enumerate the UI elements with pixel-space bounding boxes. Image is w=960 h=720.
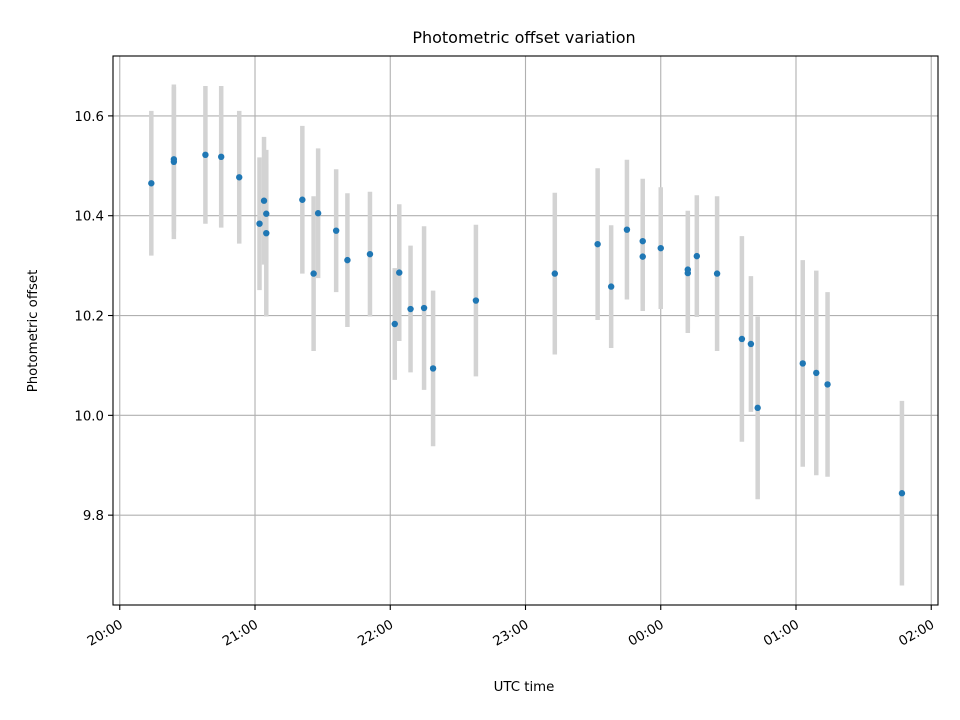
y-tick-label: 9.8 xyxy=(83,509,104,524)
data-point xyxy=(170,156,178,163)
data-point xyxy=(898,490,906,497)
data-point xyxy=(824,381,831,388)
x-axis-ticks: 20:00 21:00 22:00 23:00 00:00 01:00 02:00 xyxy=(85,605,937,650)
data-point xyxy=(639,237,646,245)
y-axis-ticks: 9.8 10.0 10.2 10.4 10.6 xyxy=(74,110,113,524)
data-point xyxy=(713,270,721,277)
x-tick-label: 21:00 xyxy=(220,617,261,649)
y-tick-label: 10.6 xyxy=(74,110,104,125)
data-point xyxy=(260,197,268,204)
data-point xyxy=(639,253,646,260)
data-point xyxy=(754,404,761,412)
chart-title: Photometric offset variation xyxy=(412,28,635,47)
data-point xyxy=(594,240,601,248)
y-tick-label: 10.0 xyxy=(74,409,104,424)
data-point xyxy=(657,244,664,252)
data-point xyxy=(263,210,270,217)
x-tick-label: 23:00 xyxy=(491,617,532,649)
data-point xyxy=(429,365,437,372)
data-point xyxy=(391,320,398,328)
y-tick-label: 10.2 xyxy=(74,310,104,325)
x-tick-label: 20:00 xyxy=(85,617,126,649)
data-point xyxy=(738,335,746,343)
data-point xyxy=(623,226,631,233)
x-tick-label: 22:00 xyxy=(356,617,397,649)
data-point xyxy=(366,250,374,258)
error-bars xyxy=(149,84,905,586)
data-point xyxy=(607,283,615,290)
data-point xyxy=(407,305,414,313)
data-point xyxy=(256,220,263,227)
data-point xyxy=(263,229,270,237)
data-point xyxy=(813,369,820,377)
data-point xyxy=(747,340,755,348)
data-point xyxy=(236,174,243,181)
data-points xyxy=(148,151,906,497)
data-point xyxy=(344,256,351,264)
data-point xyxy=(310,270,317,277)
data-point xyxy=(472,297,480,304)
x-tick-label: 00:00 xyxy=(626,617,667,649)
y-tick-label: 10.4 xyxy=(74,210,104,225)
data-point xyxy=(693,252,701,260)
data-point xyxy=(396,269,403,276)
data-point xyxy=(217,153,225,161)
x-tick-label: 01:00 xyxy=(761,617,802,649)
x-axis-title: UTC time xyxy=(494,680,555,695)
data-point xyxy=(551,270,559,277)
data-point xyxy=(314,210,322,217)
grid-lines xyxy=(113,56,938,605)
x-tick-label: 02:00 xyxy=(897,617,938,649)
data-point xyxy=(684,266,691,273)
data-point xyxy=(799,360,806,367)
y-axis-title: Photometric offset xyxy=(26,270,41,393)
data-point xyxy=(332,227,340,234)
data-point xyxy=(148,180,155,187)
data-point xyxy=(202,151,209,159)
data-point xyxy=(299,196,306,203)
data-point xyxy=(420,304,428,312)
